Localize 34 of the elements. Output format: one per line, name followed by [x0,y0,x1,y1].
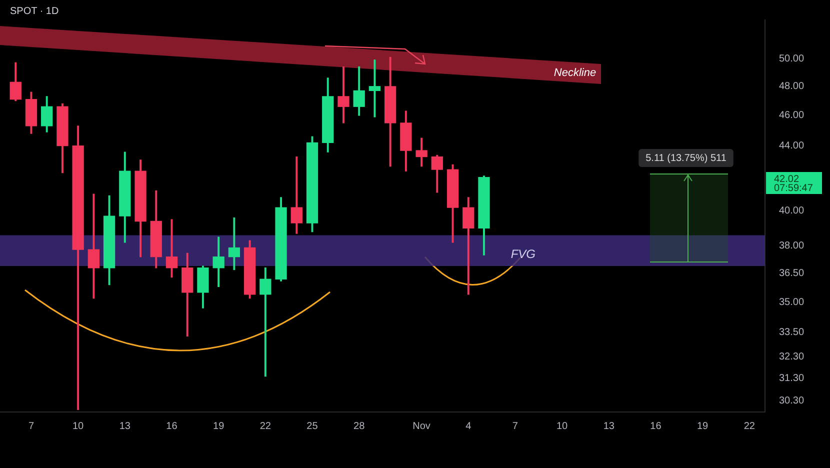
y-tick-label: 44.00 [779,140,804,152]
chart-title: SPOT · 1D [6,4,63,19]
y-tick-label: 50.00 [779,53,804,64]
y-tick-label: 31.30 [779,373,804,384]
y-tick-label: 46.00 [779,110,804,122]
x-tick-label: 19 [213,420,225,432]
band-label: FVG [510,246,536,261]
x-tick-label: 13 [119,420,131,432]
y-tick-label: 35.00 [779,296,804,308]
x-tick-label: 10 [72,420,84,432]
y-tick-label: 38.00 [779,240,804,252]
y-tick-label: 36.50 [779,268,804,280]
x-tick-label: 10 [556,420,568,432]
x-tick-label: 7 [512,420,518,432]
annotation: 5.11 (13.75%) 511 [646,152,727,164]
x-tick-label: 19 [696,420,709,432]
y-tick-label: 33.50 [779,326,804,338]
x-tick-label: 22 [260,420,272,432]
annotation: Neckline [554,67,596,80]
x-tick-label: 25 [306,420,318,432]
x-tick-label: 4 [466,420,472,432]
x-tick-label: 16 [650,420,662,432]
x-tick-label: 13 [603,420,615,432]
x-tick-label: 7 [28,420,34,432]
y-tick-label: 32.30 [779,352,804,363]
y-tick-label: 30.30 [779,395,804,406]
x-tick-label: 16 [166,420,178,432]
x-tick-label: 28 [354,420,366,432]
text: 07:59:47 [774,182,814,194]
x-tick-label: Nov [412,420,430,432]
y-tick-label: 48.00 [779,81,804,92]
x-tick-label: 22 [744,420,756,432]
text: 42.02 [774,174,800,185]
y-tick-label: 40.00 [779,206,804,217]
